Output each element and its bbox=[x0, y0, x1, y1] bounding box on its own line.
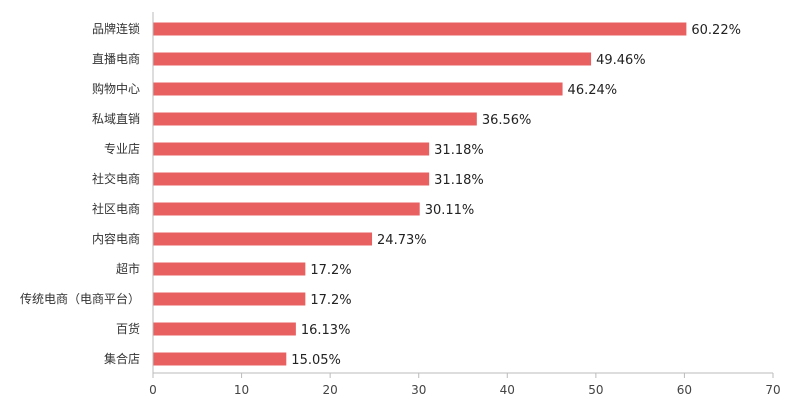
value-label-8: 17.2% bbox=[310, 263, 351, 278]
value-label-5: 31.18% bbox=[434, 173, 484, 188]
x-tick-label-0: 0 bbox=[149, 383, 157, 397]
x-tick-label-5: 50 bbox=[588, 383, 603, 397]
x-tick-label-3: 30 bbox=[411, 383, 426, 397]
bar-1 bbox=[153, 52, 592, 66]
category-label-9: 传统电商（电商平台） bbox=[20, 291, 140, 306]
bar-3 bbox=[153, 112, 477, 126]
value-label-0: 60.22% bbox=[691, 23, 741, 38]
bar-5 bbox=[153, 172, 430, 186]
x-ticks-group: 0 10 20 30 40 50 60 70 bbox=[149, 373, 781, 397]
value-label-2: 46.24% bbox=[568, 83, 618, 98]
bar-6 bbox=[153, 202, 420, 216]
bar-11 bbox=[153, 352, 287, 366]
x-tick-label-4: 40 bbox=[500, 383, 515, 397]
category-label-5: 社交电商 bbox=[92, 171, 140, 186]
category-labels-group: 品牌连锁直播电商购物中心私域直销专业店社交电商社区电商内容电商超市传统电商（电商… bbox=[20, 21, 140, 366]
x-tick-label-2: 20 bbox=[323, 383, 338, 397]
bar-0 bbox=[153, 22, 687, 36]
value-label-4: 31.18% bbox=[434, 143, 484, 158]
category-label-10: 百货 bbox=[116, 321, 140, 336]
value-label-6: 30.11% bbox=[425, 203, 475, 218]
x-tick-label-6: 60 bbox=[677, 383, 692, 397]
x-tick-label-1: 10 bbox=[234, 383, 249, 397]
x-tick-label-7: 70 bbox=[765, 383, 780, 397]
value-label-1: 49.46% bbox=[596, 53, 646, 68]
bar-7 bbox=[153, 232, 373, 246]
category-label-2: 购物中心 bbox=[92, 81, 140, 96]
category-label-0: 品牌连锁 bbox=[92, 21, 140, 36]
bar-8 bbox=[153, 262, 306, 276]
value-label-7: 24.73% bbox=[377, 233, 427, 248]
value-labels-group: 60.22% 49.46% 46.24% 36.56% 31.18% 31.18% 30.1… bbox=[291, 23, 741, 368]
category-label-4: 专业店 bbox=[104, 141, 140, 156]
category-label-3: 私域直销 bbox=[92, 112, 140, 126]
category-label-1: 直播电商 bbox=[92, 51, 140, 66]
category-label-7: 内容电商 bbox=[92, 231, 140, 246]
category-label-8: 超市 bbox=[116, 261, 140, 276]
bars-group bbox=[153, 22, 687, 366]
category-label-11: 集合店 bbox=[104, 351, 140, 366]
bar-4 bbox=[153, 142, 430, 156]
value-label-10: 16.13% bbox=[301, 323, 351, 338]
value-label-11: 15.05% bbox=[291, 353, 341, 368]
bar-9 bbox=[153, 292, 306, 306]
category-label-6: 社区电商 bbox=[92, 201, 140, 216]
value-label-3: 36.56% bbox=[482, 113, 532, 128]
value-label-9: 17.2% bbox=[310, 293, 351, 308]
bar-10 bbox=[153, 322, 296, 336]
bar-2 bbox=[153, 82, 563, 96]
